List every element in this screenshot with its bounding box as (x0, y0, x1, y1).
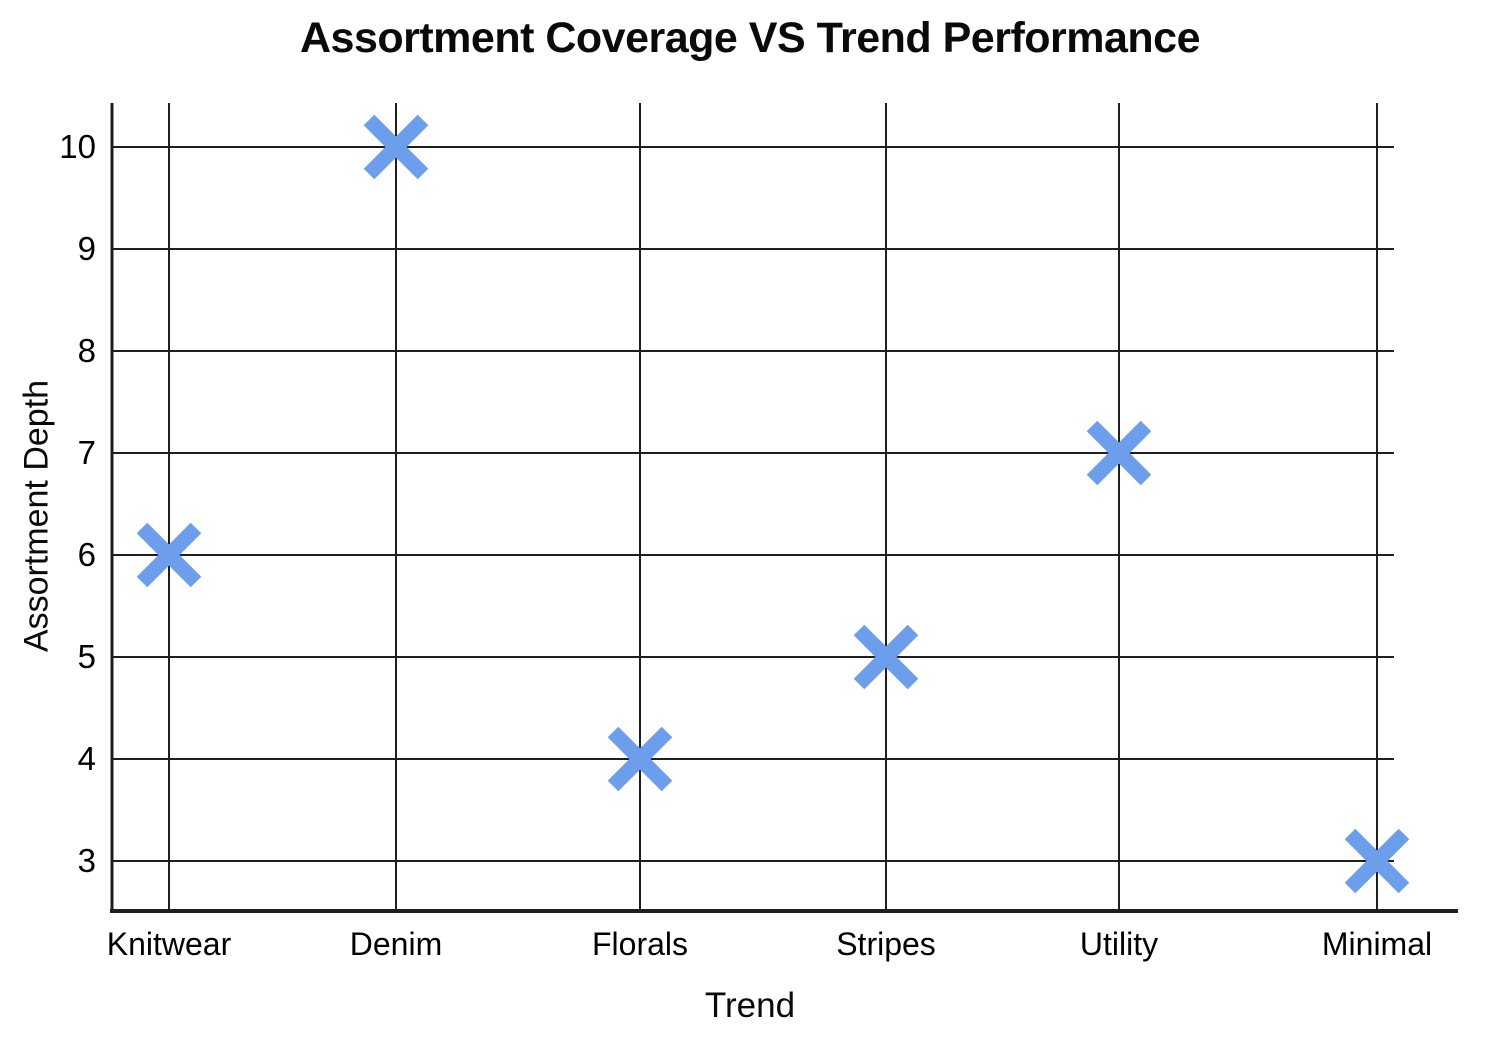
data-point-marker (1344, 828, 1410, 894)
marker-stroke (136, 522, 202, 588)
marker-stroke (363, 114, 429, 180)
marker-stroke (1344, 828, 1410, 894)
y-tick-label: 5 (78, 638, 96, 675)
data-point-marker (1086, 420, 1152, 486)
marker-stroke (853, 624, 919, 690)
x-tick-label: Minimal (1322, 926, 1432, 962)
x-axis-title: Trend (704, 986, 796, 1025)
y-tick-label: 3 (78, 842, 96, 879)
data-point-marker (363, 114, 429, 180)
y-tick-label: 6 (78, 536, 96, 573)
x-tick-label: Stripes (836, 926, 936, 962)
data-point-marker (136, 522, 202, 588)
x-tick-label: Utility (1080, 926, 1158, 962)
x-tick-label: Knitwear (107, 926, 232, 962)
y-tick-label: 9 (78, 230, 96, 267)
data-point-marker (607, 726, 673, 792)
y-tick-label: 8 (78, 332, 96, 369)
chart-title: Assortment Coverage VS Trend Performance (299, 14, 1201, 62)
x-tick-label: Florals (592, 926, 688, 962)
marker-stroke (1086, 420, 1152, 486)
y-tick-label: 4 (78, 740, 96, 777)
y-tick-label: 7 (78, 434, 96, 471)
x-tick-label: Denim (350, 926, 442, 962)
y-tick-label: 10 (59, 128, 96, 165)
marker-stroke (607, 726, 673, 792)
data-point-marker (853, 624, 919, 690)
